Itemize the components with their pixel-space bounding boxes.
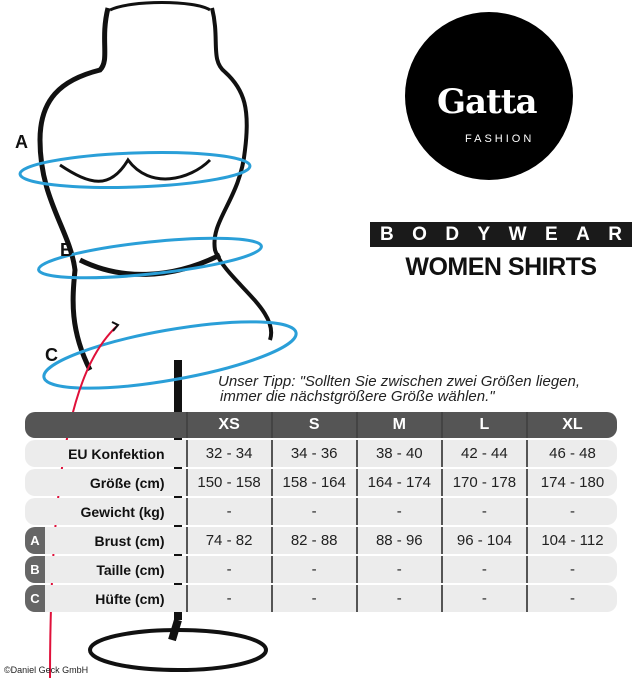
category-letter: W bbox=[508, 223, 527, 245]
category-letter: Y bbox=[477, 223, 491, 245]
table-cell: 170 - 178 bbox=[440, 469, 526, 496]
table-cell: 38 - 40 bbox=[355, 440, 441, 467]
table-cell: 174 - 180 bbox=[525, 469, 617, 496]
table-cell: 74 - 82 bbox=[185, 527, 271, 554]
size-header: M bbox=[355, 412, 441, 438]
measure-badge: C bbox=[25, 585, 45, 612]
table-cell: - bbox=[525, 498, 617, 525]
logo-sub: FASHION bbox=[465, 133, 535, 145]
table-cell: 32 - 34 bbox=[185, 440, 271, 467]
logo-text: Gatta bbox=[437, 82, 538, 122]
product-title: WOMEN SHIRTS bbox=[405, 253, 597, 281]
row-label: Hüfte (cm) bbox=[95, 590, 165, 607]
table-cell: - bbox=[185, 498, 271, 525]
category-letter: A bbox=[576, 223, 590, 245]
tip-line-1: Unser Tipp: "Sollten Sie zwischen zwei G… bbox=[218, 373, 581, 390]
measure-lines bbox=[18, 151, 298, 390]
category-letter: R bbox=[608, 223, 622, 245]
table-cell: - bbox=[185, 585, 271, 612]
table-cell: 96 - 104 bbox=[440, 527, 526, 554]
table-header: XS S M L XL bbox=[25, 412, 617, 438]
table-cell: - bbox=[185, 556, 271, 583]
tip-line-2: immer die nächstgrößere Größe wählen." bbox=[220, 388, 495, 405]
table-row: A Brust (cm) 74 - 82 82 - 88 88 - 96 96 - 104… bbox=[25, 527, 617, 554]
row-label: Brust (cm) bbox=[94, 532, 165, 549]
table-cell: 88 - 96 bbox=[355, 527, 441, 554]
category-letter: O bbox=[412, 223, 427, 245]
marker-a: A bbox=[15, 132, 28, 152]
table-row: Größe (cm) 150 - 158 158 - 164 164 - 174 170… bbox=[25, 469, 617, 496]
copyright: ©Daniel Geck GmbH bbox=[4, 665, 89, 675]
gatta-logo bbox=[405, 12, 573, 180]
row-label: Größe (cm) bbox=[89, 474, 165, 491]
category-letter: B bbox=[380, 223, 394, 245]
row-label: Gewicht (kg) bbox=[80, 503, 165, 520]
size-header: L bbox=[440, 412, 526, 438]
table-cell: - bbox=[270, 556, 356, 583]
size-header: XL bbox=[525, 412, 617, 438]
table-cell: - bbox=[440, 556, 526, 583]
size-header: S bbox=[270, 412, 356, 438]
table-cell: 104 - 112 bbox=[525, 527, 617, 554]
table-cell: - bbox=[440, 585, 526, 612]
table-row: EU Konfektion 32 - 34 34 - 36 38 - 40 42 - 4… bbox=[25, 440, 617, 467]
table-row: C Hüfte (cm) - - - - - bbox=[25, 585, 617, 612]
table-row: B Taille (cm) - - - - - bbox=[25, 556, 617, 583]
table-cell: 42 - 44 bbox=[440, 440, 526, 467]
row-label: EU Konfektion bbox=[68, 445, 165, 462]
size-header: XS bbox=[185, 412, 271, 438]
table-cell: 34 - 36 bbox=[270, 440, 356, 467]
measure-badge: A bbox=[25, 527, 45, 554]
measure-badge: B bbox=[25, 556, 45, 583]
table-cell: - bbox=[525, 556, 617, 583]
size-tip: Unser Tipp: "Sollten Sie zwischen zwei G… bbox=[218, 374, 580, 404]
table-cell: - bbox=[355, 498, 441, 525]
row-label: Taille (cm) bbox=[96, 561, 165, 578]
category-letter: D bbox=[445, 223, 460, 245]
table-cell: 150 - 158 bbox=[185, 469, 271, 496]
table-cell: - bbox=[270, 585, 356, 612]
table-cell: 46 - 48 bbox=[525, 440, 617, 467]
category-letter: E bbox=[544, 223, 558, 245]
table-cell: 164 - 174 bbox=[355, 469, 441, 496]
table-cell: - bbox=[355, 585, 441, 612]
table-cell: 158 - 164 bbox=[270, 469, 356, 496]
table-cell: - bbox=[355, 556, 441, 583]
marker-c: C bbox=[45, 345, 58, 365]
marker-b: B bbox=[60, 240, 73, 260]
size-table: XS S M L XL EU Konfektion 32 - 34 34 - 36 38 - 4… bbox=[25, 412, 617, 614]
table-cell: 82 - 88 bbox=[270, 527, 356, 554]
table-cell: - bbox=[440, 498, 526, 525]
table-row: Gewicht (kg) - - - - - bbox=[25, 498, 617, 525]
table-cell: - bbox=[525, 585, 617, 612]
table-cell: - bbox=[270, 498, 356, 525]
